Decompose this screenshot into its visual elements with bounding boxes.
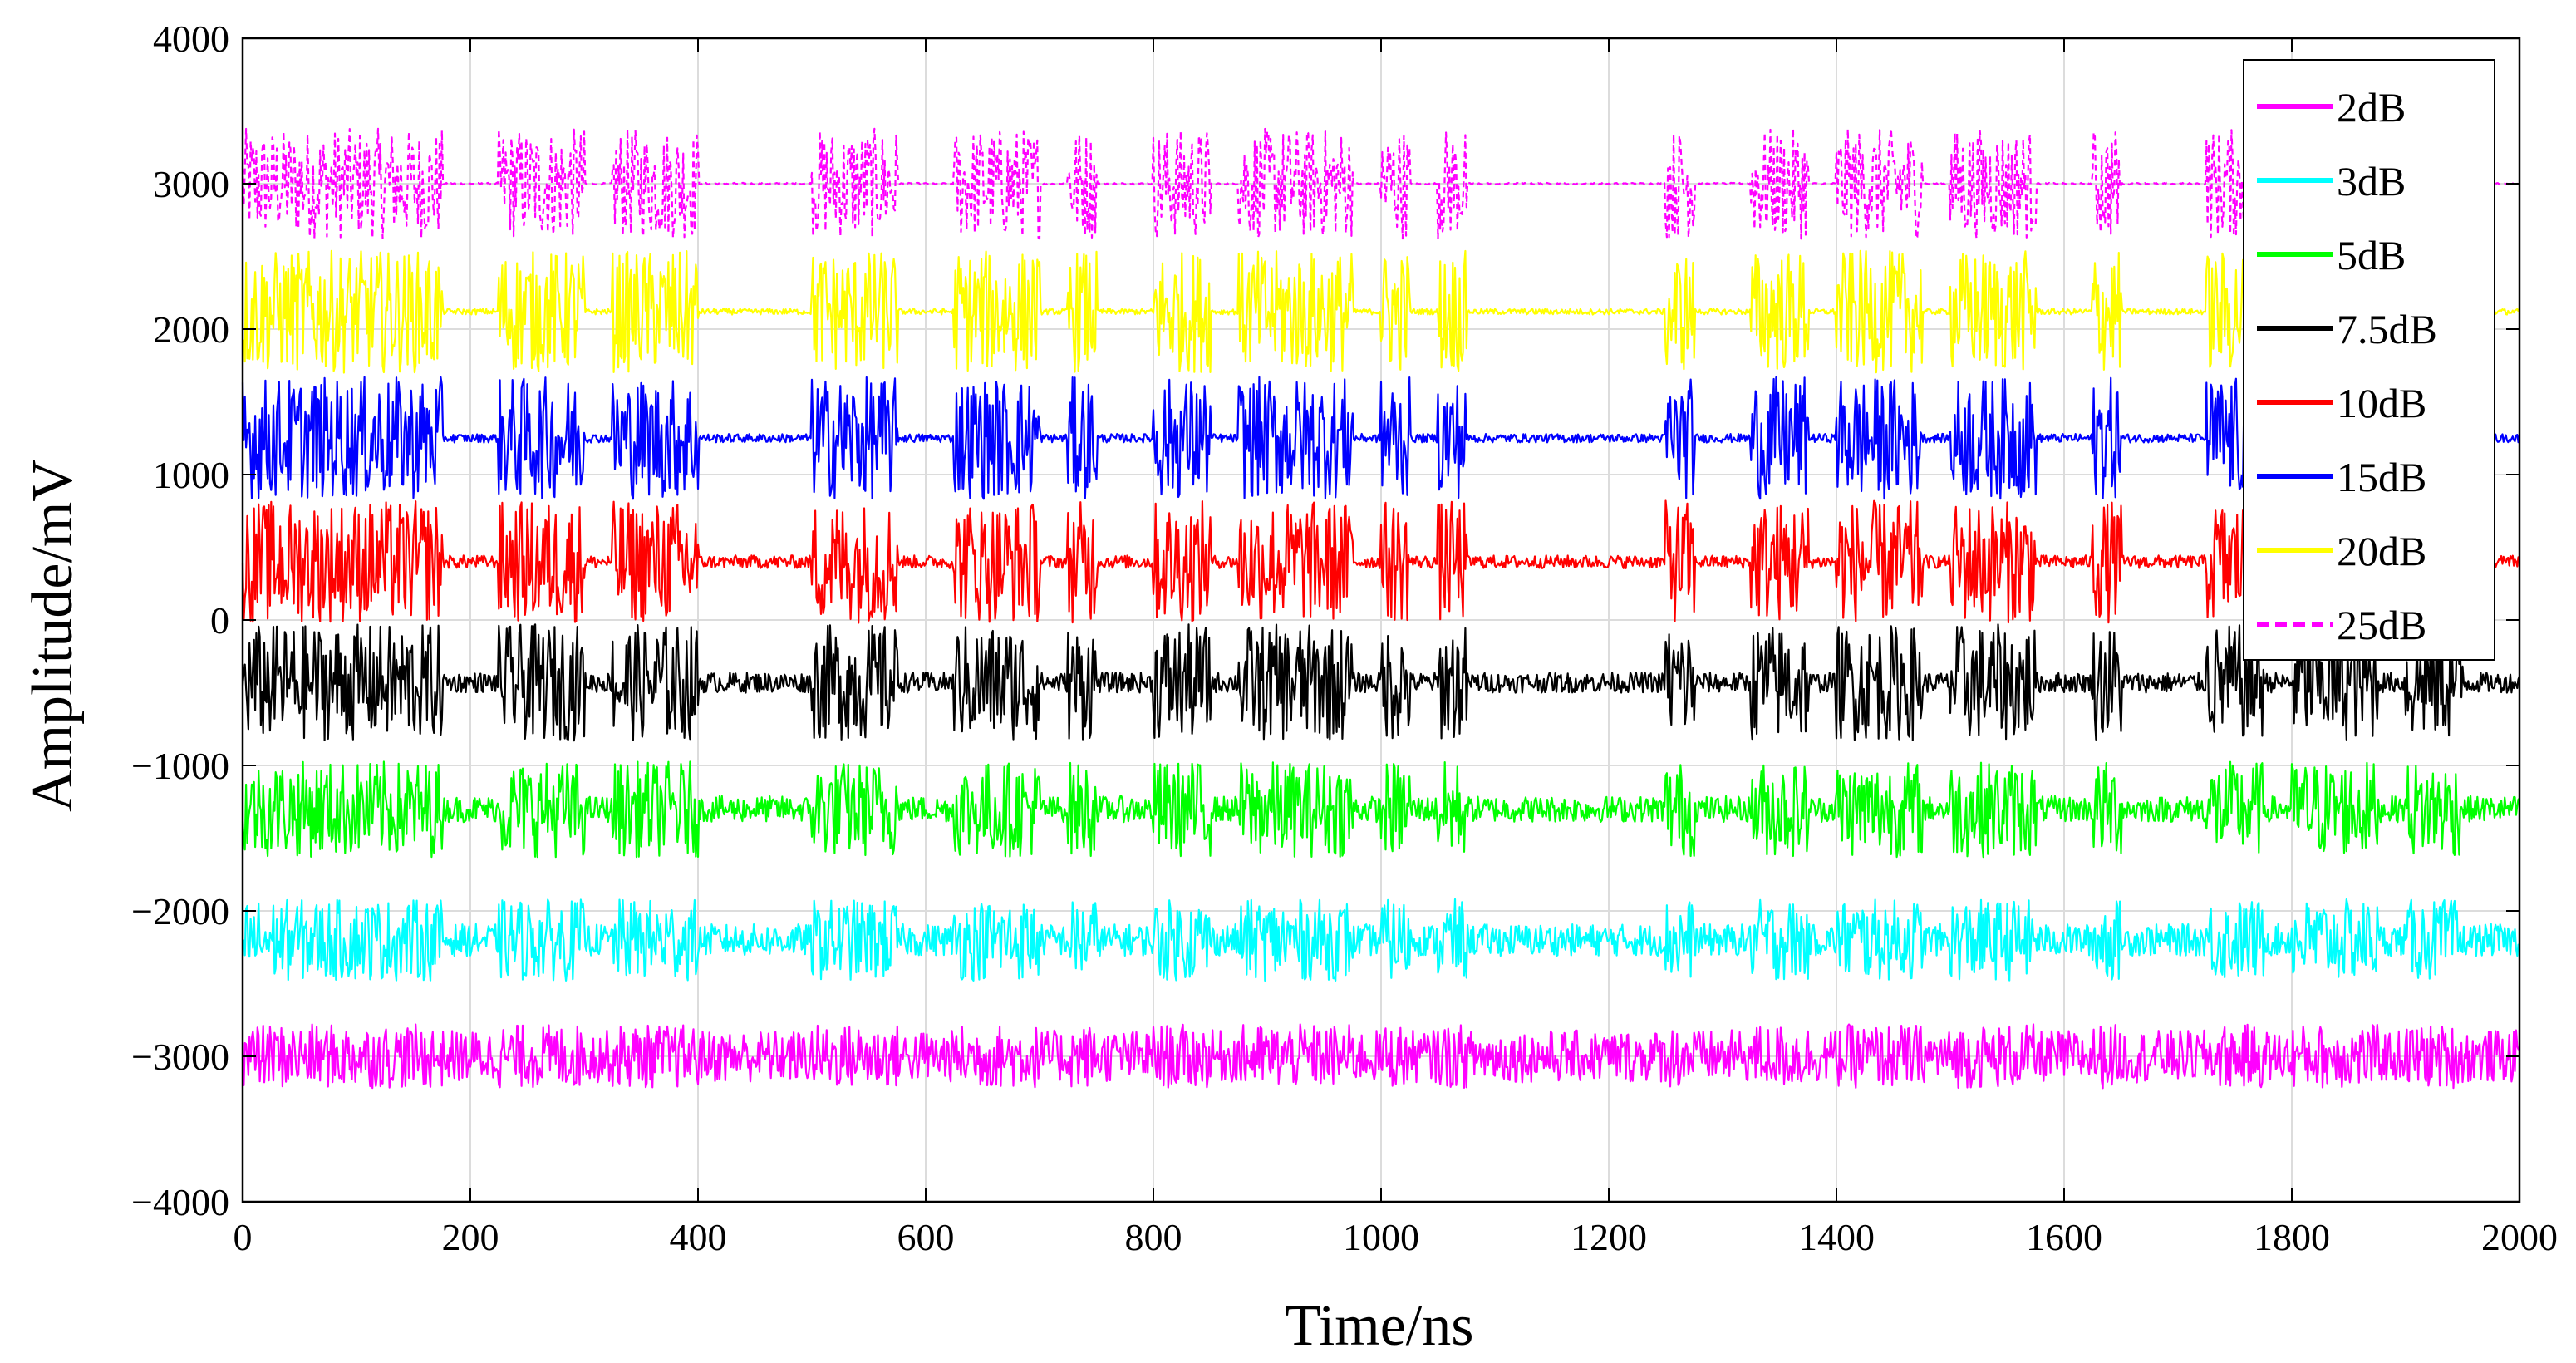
legend-label-5dB: 5dB (2337, 232, 2406, 278)
series-lines (241, 127, 2521, 1090)
x-tick-label: 200 (442, 1216, 499, 1258)
x-tick-label: 1800 (2254, 1216, 2330, 1258)
series-line-5dB (241, 760, 2520, 859)
x-tick-label: 1600 (2026, 1216, 2102, 1258)
series-line-20dB (241, 249, 2520, 374)
y-tick-label: −1000 (131, 745, 229, 787)
x-tick-label: 1400 (1798, 1216, 1875, 1258)
legend-label-2dB: 2dB (2337, 84, 2406, 130)
tick-marks (242, 37, 2520, 1203)
series-line-10dB (241, 499, 2520, 624)
x-axis-label: Time/ns (1286, 1294, 1474, 1358)
x-tick-label: 2000 (2481, 1216, 2558, 1258)
series-line-15dB (241, 376, 2521, 500)
x-tick-label: 400 (670, 1216, 727, 1258)
x-tick-labels: 0 200 400 600 800 1000 1200 1400 1600 1800 2000 (234, 1216, 2559, 1258)
y-tick-label: 2000 (153, 308, 229, 351)
x-tick-label: 1000 (1343, 1216, 1419, 1258)
x-tick-label: 800 (1125, 1216, 1182, 1258)
legend-label-20dB: 20dB (2337, 528, 2426, 574)
legend-label-10dB: 10dB (2337, 380, 2426, 426)
y-tick-label: −2000 (131, 890, 229, 932)
legend-label-15dB: 15dB (2337, 454, 2426, 500)
series-line-2dB (241, 1023, 2520, 1090)
series-line-7-5dB (241, 623, 2521, 742)
y-tick-labels: −4000 −3000 −2000 −1000 0 1000 2000 3000 4000 (131, 17, 229, 1223)
y-tick-label: 3000 (153, 163, 229, 205)
x-tick-label: 600 (897, 1216, 955, 1258)
legend: 2dB 3dB 5dB 7.5dB 10dB 15dB 20dB 25dB (2243, 59, 2495, 661)
series-line-3dB (241, 898, 2521, 982)
legend-label-25dB: 25dB (2337, 602, 2426, 648)
x-tick-label: 1200 (1571, 1216, 1647, 1258)
legend-label-3dB: 3dB (2337, 158, 2406, 204)
series-line-25dB (241, 127, 2520, 240)
y-tick-label: −4000 (131, 1181, 229, 1223)
y-axis-label: Amplitude/mV (21, 460, 85, 812)
x-tick-label: 0 (234, 1216, 253, 1258)
y-tick-label: −3000 (131, 1036, 229, 1078)
y-tick-label: 1000 (153, 454, 229, 496)
legend-label-7-5dB: 7.5dB (2337, 306, 2437, 352)
y-tick-label: 4000 (153, 17, 229, 60)
y-tick-label: 0 (210, 599, 229, 642)
legend-box (2243, 59, 2495, 661)
